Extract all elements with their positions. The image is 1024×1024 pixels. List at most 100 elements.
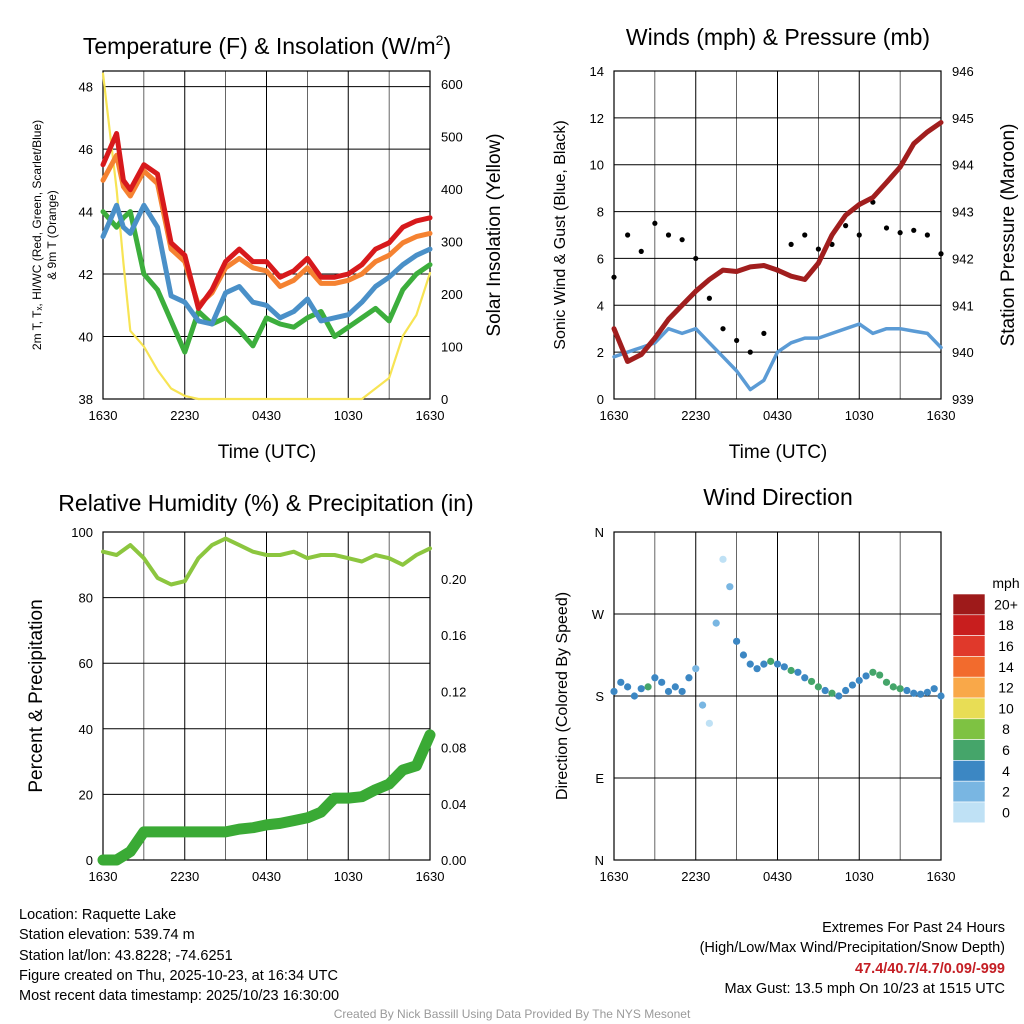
x-tick-label: 1630 [416,869,445,884]
direction-point [794,668,802,676]
temperature-xlabel: Time (UTC) [218,442,317,463]
x-tick-label: 2230 [170,869,199,884]
point-wind_gust [843,223,849,229]
series-relative_humidity [101,536,432,587]
y-tick-label: N [595,525,604,540]
legend-swatch [952,635,986,657]
y-tick-label: 10 [590,158,604,173]
point-wind_gust [693,255,699,262]
point-wind_gust [665,232,672,238]
direction-point [630,692,639,700]
direction-point [637,685,645,693]
y-tick-label-right: 941 [952,298,974,313]
temperature-ylabel-right: Solar Insolation (Yellow) [484,133,505,336]
y-tick-label: S [595,689,604,704]
y-tick-label: N [595,853,604,868]
credit-line: Created By Nick Bassill Using Data Provi… [333,1007,691,1021]
y-tick-label: 0 [86,853,93,868]
legend-swatch [952,676,986,699]
y-tick-label: 46 [79,142,93,157]
legend-label: 12 [998,680,1014,696]
point-wind_gust [856,232,862,238]
direction-point [869,668,877,676]
series-heat_index_windchill [100,202,433,327]
station-info: Location: Raquette Lake Station elevatio… [19,905,339,1006]
y-tick-label: 44 [79,205,93,220]
x-tick-label: 1630 [600,408,629,423]
y-tick-label: 20 [79,787,93,802]
y-tick-label-right: 300 [441,235,463,250]
x-tick-label: 1630 [927,408,956,423]
plot-frame [613,70,942,400]
x-tick-label: 2230 [681,408,710,423]
legend-swatch [952,718,986,740]
legend-swatch [952,739,986,761]
y-tick-label: 40 [79,330,93,345]
point-wind_gust [679,237,685,243]
direction-point [746,660,754,668]
y-tick-label-right: 0.00 [441,853,466,868]
direction-point [705,719,713,727]
direction-point [739,651,748,659]
direction-point [658,678,666,686]
x-tick-label: 0430 [763,408,792,423]
direction-point [760,660,768,668]
series-insolation [101,72,432,401]
direction-point [848,681,857,689]
legend-swatch [952,656,986,678]
temperature-ylabel-left: 2m T, Tₓ, HI/WC (Red, Green, Scarlet/Blu… [30,120,44,350]
y-tick-label: 38 [79,392,93,407]
direction-ylabel-left: Direction (Colored By Speed) [554,592,571,800]
station-latlon: Station lat/lon: 43.8228; -74.6251 [19,947,233,964]
direction-point [651,674,659,682]
legend-label: 6 [1002,742,1010,758]
plot-frame [102,531,431,861]
y-tick-label: 8 [597,205,604,220]
direction-point [617,678,625,686]
figure-created: Figure created on Thu, 2025-10-23, at 16… [19,967,338,984]
point-wind_gust [938,251,944,257]
direction-point [767,657,775,665]
winds-ylabel-left: Sonic Wind & Gust (Blue, Black) [552,120,569,349]
y-tick-label: 48 [79,80,93,95]
y-tick-label: 40 [79,722,93,737]
x-tick-label: 1630 [416,408,445,423]
legend-label: 10 [998,700,1014,716]
point-wind_gust [815,246,821,252]
y-tick-label-right: 100 [441,340,463,355]
legend-swatch [952,593,986,616]
x-tick-label: 0430 [252,408,281,423]
y-tick-label-right: 0.16 [441,628,466,643]
legend-label: 8 [1002,721,1010,737]
humidity-title: Relative Humidity (%) & Precipitation (i… [58,490,473,516]
y-tick-label-right: 0 [441,392,448,407]
series-dewpoint [100,209,433,355]
y-tick-label: 12 [590,111,604,126]
y-tick-label: 0 [597,392,604,407]
direction-point [835,692,843,700]
direction-point [753,665,761,673]
point-wind_gust [720,326,726,332]
direction-point [726,583,734,591]
direction-point [678,687,686,696]
point-wind_gust [897,230,903,236]
y-tick-label-right: 0.12 [441,684,466,699]
legend-swatch [952,801,986,824]
y-tick-label: 14 [590,64,604,79]
legend-swatch [952,697,986,720]
series-precipitation [97,729,436,866]
x-tick-label: 1030 [845,869,874,884]
legend-label: 14 [998,659,1014,675]
legend-label: 20+ [994,596,1018,612]
x-tick-label: 2230 [681,869,710,884]
legend-swatch [952,614,986,636]
direction-point [889,683,897,691]
point-wind_gust [883,225,890,231]
point-wind_gust [652,220,658,226]
legend-label: 0 [1002,804,1010,820]
temperature-ylabel-left-2: & 9m T (Orange) [45,190,59,280]
recent-timestamp: Most recent data timestamp: 2025/10/23 1… [19,988,340,1005]
y-tick-label: E [595,771,604,786]
